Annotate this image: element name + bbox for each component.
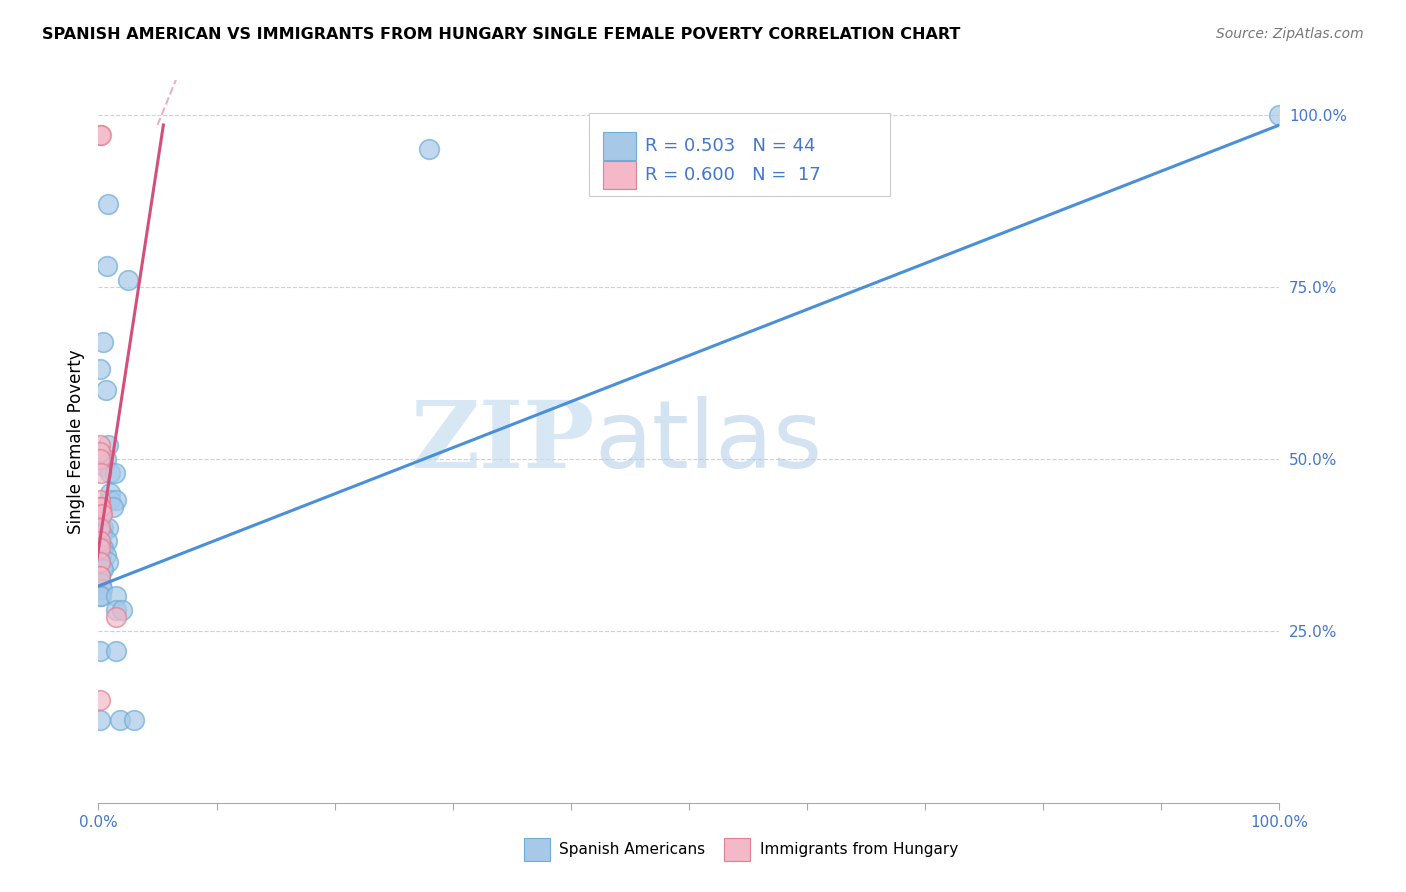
Point [90, 128, 112, 143]
Point [89, 438, 111, 452]
Point [94, 451, 117, 466]
Point [89, 541, 111, 556]
Point [91, 562, 114, 576]
Point [111, 603, 134, 617]
Point [91, 562, 114, 576]
Bar [603, 161, 636, 189]
Point [98, 486, 121, 500]
Point [93, 458, 115, 473]
Point [105, 610, 128, 624]
Point [105, 590, 128, 604]
Point [104, 466, 127, 480]
Bar [603, 132, 636, 160]
Point [89, 500, 111, 514]
Point [105, 644, 128, 658]
Point [418, 142, 440, 156]
Point [96, 259, 118, 273]
Point [89, 692, 111, 706]
Point [89, 590, 111, 604]
Text: Immigrants from Hungary: Immigrants from Hungary [759, 842, 957, 857]
Bar [589, 112, 890, 196]
Point [117, 273, 139, 287]
Point [91, 507, 114, 521]
Point [97, 555, 120, 569]
Point [89, 555, 111, 569]
Point [89, 713, 111, 727]
Point [89, 534, 111, 549]
Text: R = 0.503   N = 44: R = 0.503 N = 44 [645, 137, 815, 155]
Point [90, 590, 112, 604]
Point [97, 520, 120, 534]
Text: SPANISH AMERICAN VS IMMIGRANTS FROM HUNGARY SINGLE FEMALE POVERTY CORRELATION CH: SPANISH AMERICAN VS IMMIGRANTS FROM HUNG… [42, 27, 960, 42]
Text: R = 0.600   N =  17: R = 0.600 N = 17 [645, 166, 821, 184]
Point [91, 541, 114, 556]
Text: Spanish Americans: Spanish Americans [560, 842, 706, 857]
Point [89, 520, 111, 534]
Text: ZIP: ZIP [411, 397, 595, 486]
Point [89, 644, 111, 658]
Point [89, 445, 111, 459]
Point [89, 128, 111, 143]
Point [91, 582, 114, 597]
Point [89, 541, 111, 556]
Point [90, 500, 112, 514]
Point [101, 500, 124, 514]
Bar [724, 838, 751, 862]
Point [89, 568, 111, 582]
Point [91, 541, 114, 556]
Point [98, 493, 121, 508]
Bar [523, 838, 550, 862]
Point [96, 534, 118, 549]
Point [98, 466, 121, 480]
Point [90, 507, 112, 521]
Text: Source: ZipAtlas.com: Source: ZipAtlas.com [1216, 27, 1364, 41]
Point [89, 362, 111, 376]
Point [90, 548, 112, 562]
Point [91, 334, 114, 349]
Point [105, 603, 128, 617]
Point [97, 438, 120, 452]
Point [90, 466, 112, 480]
Y-axis label: Single Female Poverty: Single Female Poverty [66, 350, 84, 533]
Point [94, 383, 117, 397]
Point [89, 451, 111, 466]
Point [89, 493, 111, 508]
Point [108, 713, 131, 727]
Point [122, 713, 145, 727]
Point [94, 548, 117, 562]
Point [90, 575, 112, 590]
Point [89, 568, 111, 582]
Point [89, 555, 111, 569]
Point [97, 197, 120, 211]
Point [1268, 108, 1291, 122]
Point [105, 493, 128, 508]
Point [91, 527, 114, 541]
Point [91, 520, 114, 534]
Text: atlas: atlas [595, 395, 823, 488]
